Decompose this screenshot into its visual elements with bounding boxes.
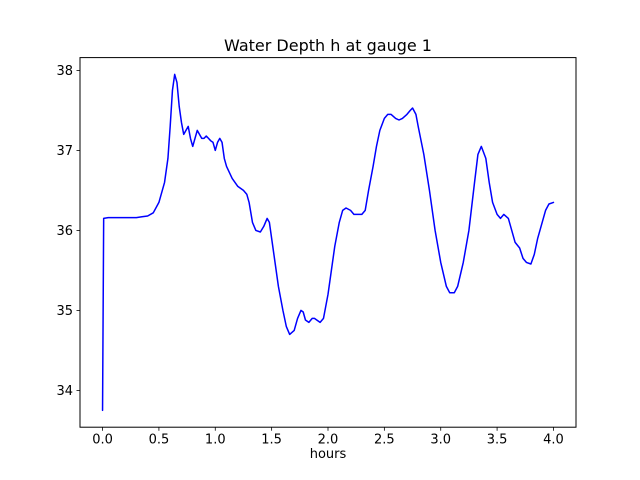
x-tick-label: 3.0 [430, 433, 451, 448]
y-tick-label: 36 [56, 224, 73, 239]
x-tick-label: 2.5 [374, 433, 395, 448]
y-tick-label: 38 [56, 64, 73, 79]
x-tick-label: 2.0 [318, 433, 339, 448]
x-tick-label: 1.0 [205, 433, 226, 448]
x-axis-label: hours [309, 447, 347, 462]
axes-spines [79, 57, 577, 428]
x-tick-label: 0.0 [92, 433, 113, 448]
x-tick-label: 0.5 [149, 433, 170, 448]
data-line-water-depth-h [101, 73, 555, 412]
x-tick-label: 3.5 [487, 433, 508, 448]
y-tick-label: 37 [56, 144, 73, 159]
x-tick-label: 1.5 [261, 433, 282, 448]
chart-title: Water Depth h at gauge 1 [224, 36, 432, 55]
y-tick-label: 35 [56, 304, 73, 319]
y-tick-label: 34 [56, 384, 73, 399]
x-tick-label: 4.0 [543, 433, 564, 448]
